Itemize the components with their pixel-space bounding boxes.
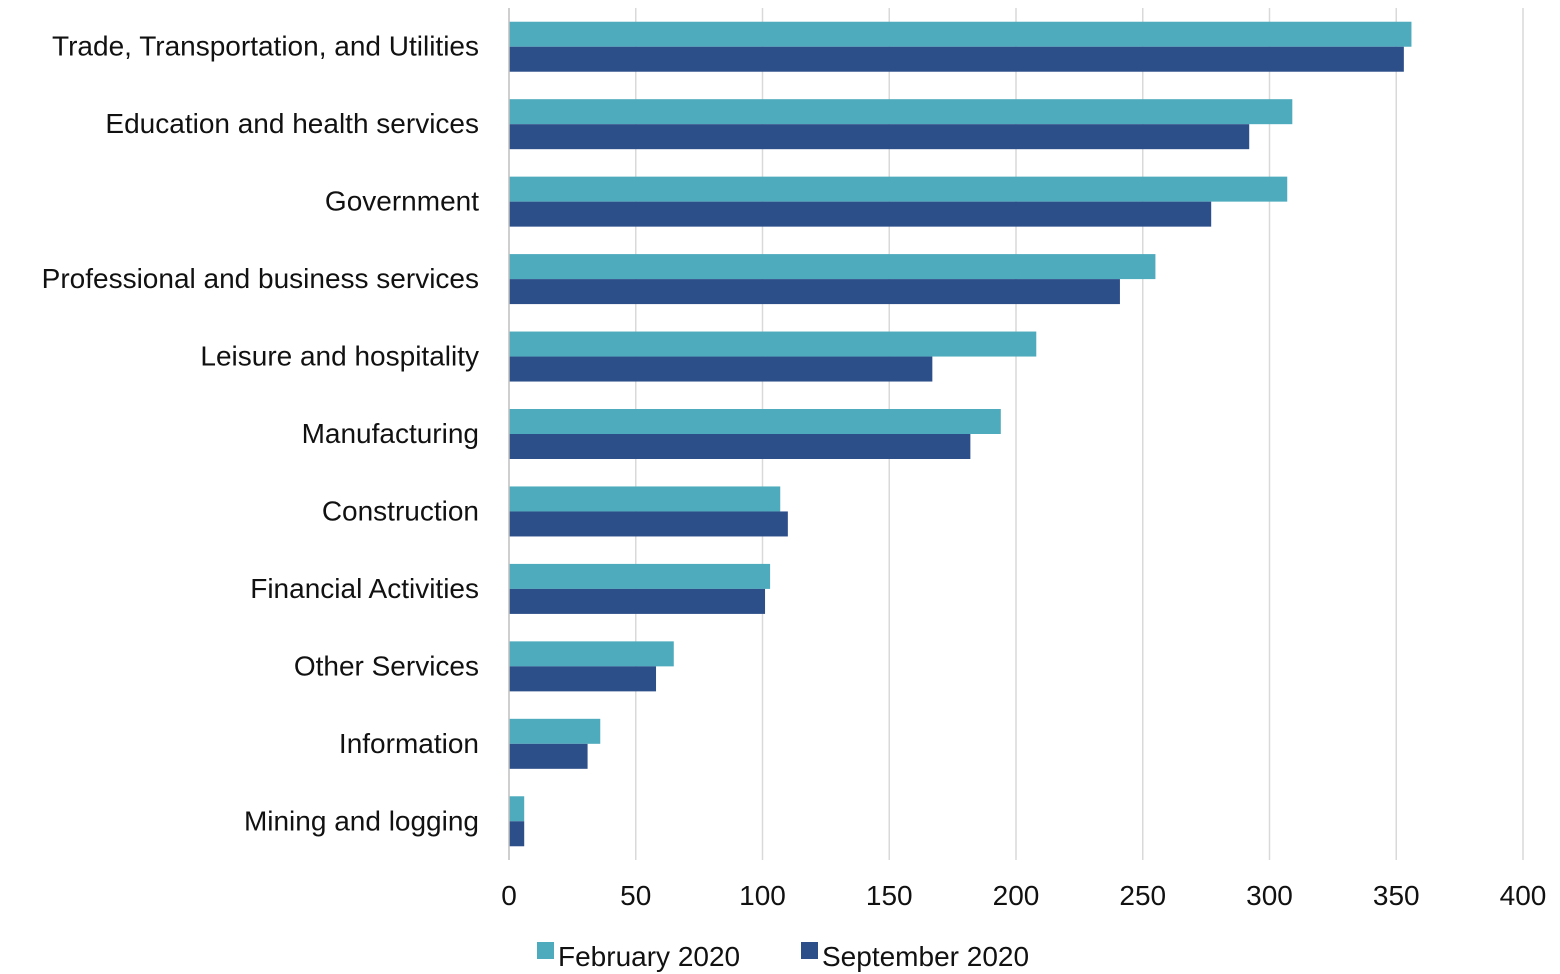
category-label: Professional and business services [42,263,479,294]
x-tick-label: 100 [739,880,786,911]
bar-sep-4 [509,356,933,382]
x-tick-label: 200 [993,880,1040,911]
legend-label: September 2020 [822,941,1029,972]
x-tick-label: 150 [866,880,913,911]
category-label: Trade, Transportation, and Utilities [52,31,479,62]
bar-sep-7 [509,588,766,614]
category-labels: Trade, Transportation, and Utilities Educ… [42,31,480,837]
legend-swatch [801,942,818,959]
bar-feb-2 [509,176,1288,202]
x-tick-label: 350 [1373,880,1420,911]
category-label: Education and health services [105,108,479,139]
category-label: Financial Activities [250,573,479,604]
bar-feb-4 [509,331,1037,357]
bar-sep-8 [509,666,657,692]
category-label: Information [339,728,479,759]
x-tick-label: 300 [1246,880,1293,911]
bars [509,21,1412,847]
category-label: Other Services [294,650,479,681]
bar-sep-9 [509,743,588,769]
bar-feb-0 [509,21,1412,47]
bar-feb-8 [509,641,674,667]
bar-feb-3 [509,254,1156,280]
bar-feb-5 [509,409,1001,434]
x-tick-label: 50 [620,880,651,911]
category-label: Mining and logging [244,805,479,836]
bar-sep-5 [509,434,971,459]
category-label: Manufacturing [302,418,479,449]
x-tick-label: 400 [1500,880,1547,911]
legend-swatch [537,942,554,959]
bar-feb-1 [509,99,1293,125]
bar-sep-0 [509,46,1404,72]
bar-feb-9 [509,718,601,744]
bar-feb-6 [509,486,781,512]
category-label: Leisure and hospitality [200,341,479,372]
bar-feb-10 [509,796,525,822]
bar-feb-7 [509,563,771,589]
legend: February 2020 September 2020 [537,941,1029,972]
x-tick-label: 250 [1119,880,1166,911]
tick-labels: 0 50 100 150 200 250 300 350 400 [501,880,1546,911]
category-label: Government [325,186,479,217]
category-label: Construction [322,495,479,526]
bar-sep-6 [509,511,788,537]
legend-label: February 2020 [558,941,740,972]
x-tick-label: 0 [501,880,517,911]
bar-sep-10 [509,821,525,847]
bar-sep-3 [509,279,1120,305]
bar-sep-1 [509,124,1250,150]
bar-sep-2 [509,201,1212,227]
